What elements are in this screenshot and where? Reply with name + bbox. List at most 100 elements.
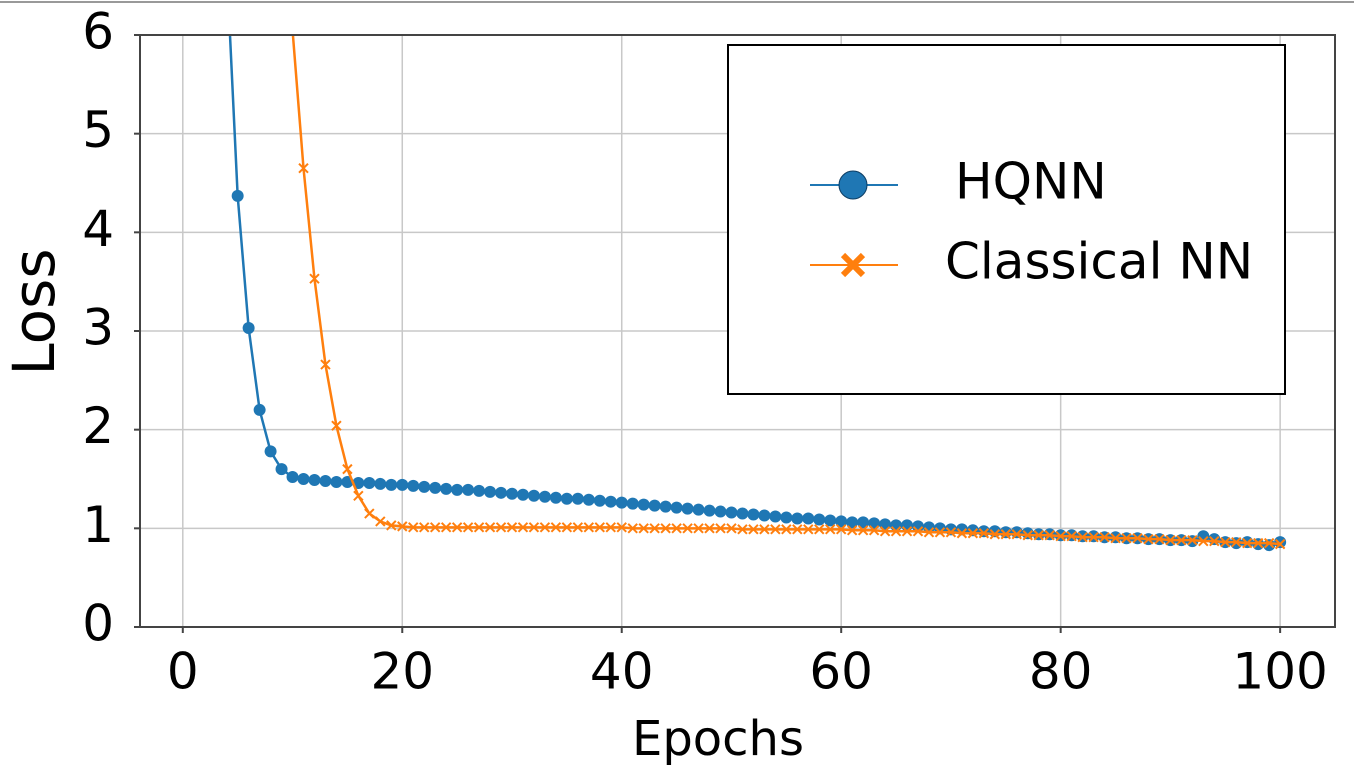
marker <box>462 483 475 496</box>
marker <box>419 522 430 533</box>
marker <box>792 524 803 535</box>
marker <box>803 524 814 535</box>
marker <box>386 520 397 531</box>
marker <box>363 476 376 489</box>
marker <box>1044 530 1055 541</box>
marker <box>627 523 638 534</box>
marker <box>330 475 343 488</box>
marker <box>857 525 869 536</box>
marker <box>1099 532 1110 543</box>
marker <box>429 522 441 533</box>
marker <box>451 522 463 533</box>
marker <box>725 506 738 519</box>
marker <box>298 162 309 174</box>
marker <box>561 522 573 533</box>
x-tick-label: 80 <box>1029 643 1093 701</box>
marker <box>440 522 452 533</box>
x-tick-label: 20 <box>370 643 434 701</box>
y-tick-label: 6 <box>82 3 114 61</box>
marker <box>714 505 727 518</box>
marker <box>1274 538 1286 550</box>
marker <box>989 529 1001 540</box>
marker <box>846 516 859 529</box>
marker <box>1055 531 1066 542</box>
marker <box>868 525 880 536</box>
marker <box>1231 536 1242 548</box>
marker <box>759 524 770 535</box>
legend-box <box>727 44 1286 395</box>
marker <box>945 527 957 538</box>
marker <box>506 522 518 533</box>
marker <box>593 494 606 507</box>
marker <box>1187 534 1198 546</box>
marker <box>582 493 595 506</box>
marker <box>671 523 682 534</box>
marker <box>297 473 310 485</box>
marker <box>374 477 387 490</box>
marker <box>1088 532 1099 543</box>
marker <box>1263 537 1275 549</box>
marker <box>495 522 507 533</box>
marker <box>703 504 716 517</box>
marker <box>879 526 891 537</box>
y-tick-label: 4 <box>82 200 114 258</box>
marker <box>956 528 968 539</box>
marker <box>769 510 782 523</box>
x-axis-label: Epochs <box>632 711 804 767</box>
marker <box>791 512 804 525</box>
marker <box>1132 532 1143 544</box>
marker <box>408 522 419 533</box>
marker <box>825 524 836 535</box>
marker <box>890 519 903 532</box>
marker <box>659 500 672 513</box>
marker <box>1198 535 1209 547</box>
marker <box>308 473 321 486</box>
marker <box>1110 532 1121 544</box>
marker <box>550 522 562 533</box>
marker <box>264 445 277 458</box>
marker <box>1263 539 1276 552</box>
marker <box>781 524 792 535</box>
marker <box>1165 534 1176 546</box>
marker <box>923 527 935 538</box>
marker <box>583 522 595 533</box>
marker <box>1022 530 1033 541</box>
marker <box>1220 536 1231 548</box>
marker <box>693 523 704 534</box>
marker <box>516 488 529 501</box>
marker <box>320 359 331 370</box>
marker <box>978 528 990 539</box>
marker <box>648 499 661 512</box>
marker <box>539 522 551 533</box>
marker <box>253 403 266 416</box>
marker <box>912 526 924 537</box>
marker <box>824 514 837 527</box>
marker <box>835 515 848 528</box>
marker <box>1176 534 1187 546</box>
x-tick-label: 100 <box>1232 643 1327 701</box>
marker <box>440 482 453 495</box>
marker <box>835 524 847 535</box>
marker <box>560 492 573 505</box>
marker <box>462 522 474 533</box>
marker <box>604 495 617 508</box>
marker <box>1154 533 1165 545</box>
marker <box>594 522 605 533</box>
marker <box>670 501 683 514</box>
marker <box>626 497 639 510</box>
marker <box>846 525 858 536</box>
plot-area <box>228 35 1287 552</box>
marker <box>517 522 529 533</box>
marker <box>1066 531 1077 542</box>
marker <box>901 519 914 532</box>
x-tick-label: 60 <box>809 643 873 701</box>
marker <box>901 526 913 537</box>
marker <box>1121 532 1132 544</box>
marker <box>770 524 781 535</box>
marker <box>605 522 616 533</box>
y-tick-label: 0 <box>82 595 114 653</box>
x-tick-label: 0 <box>167 643 199 701</box>
legend: HQNN Classical NN <box>727 44 1286 395</box>
marker <box>1010 526 1023 539</box>
